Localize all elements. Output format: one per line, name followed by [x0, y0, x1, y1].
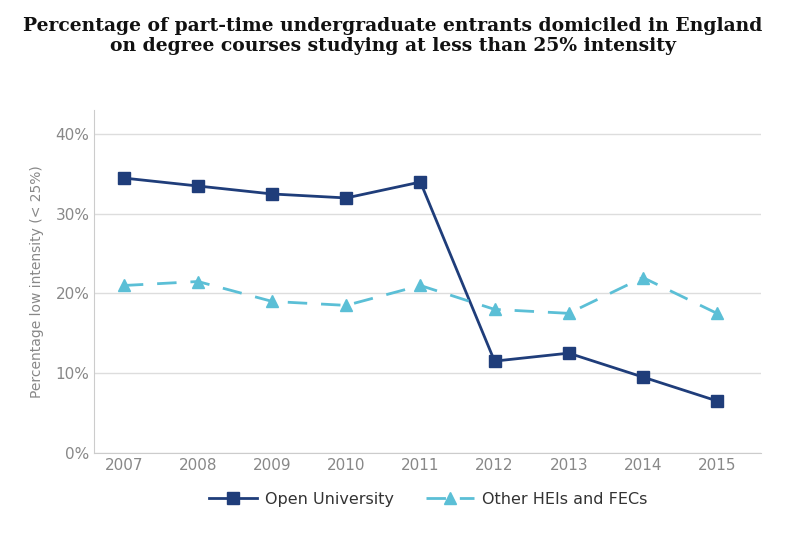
Legend: Open University, Other HEIs and FECs: Open University, Other HEIs and FECs: [203, 485, 653, 513]
Text: Percentage of part-time undergraduate entrants domiciled in England
on degree co: Percentage of part-time undergraduate en…: [23, 17, 762, 55]
Y-axis label: Percentage low intensity (< 25%): Percentage low intensity (< 25%): [31, 165, 44, 398]
